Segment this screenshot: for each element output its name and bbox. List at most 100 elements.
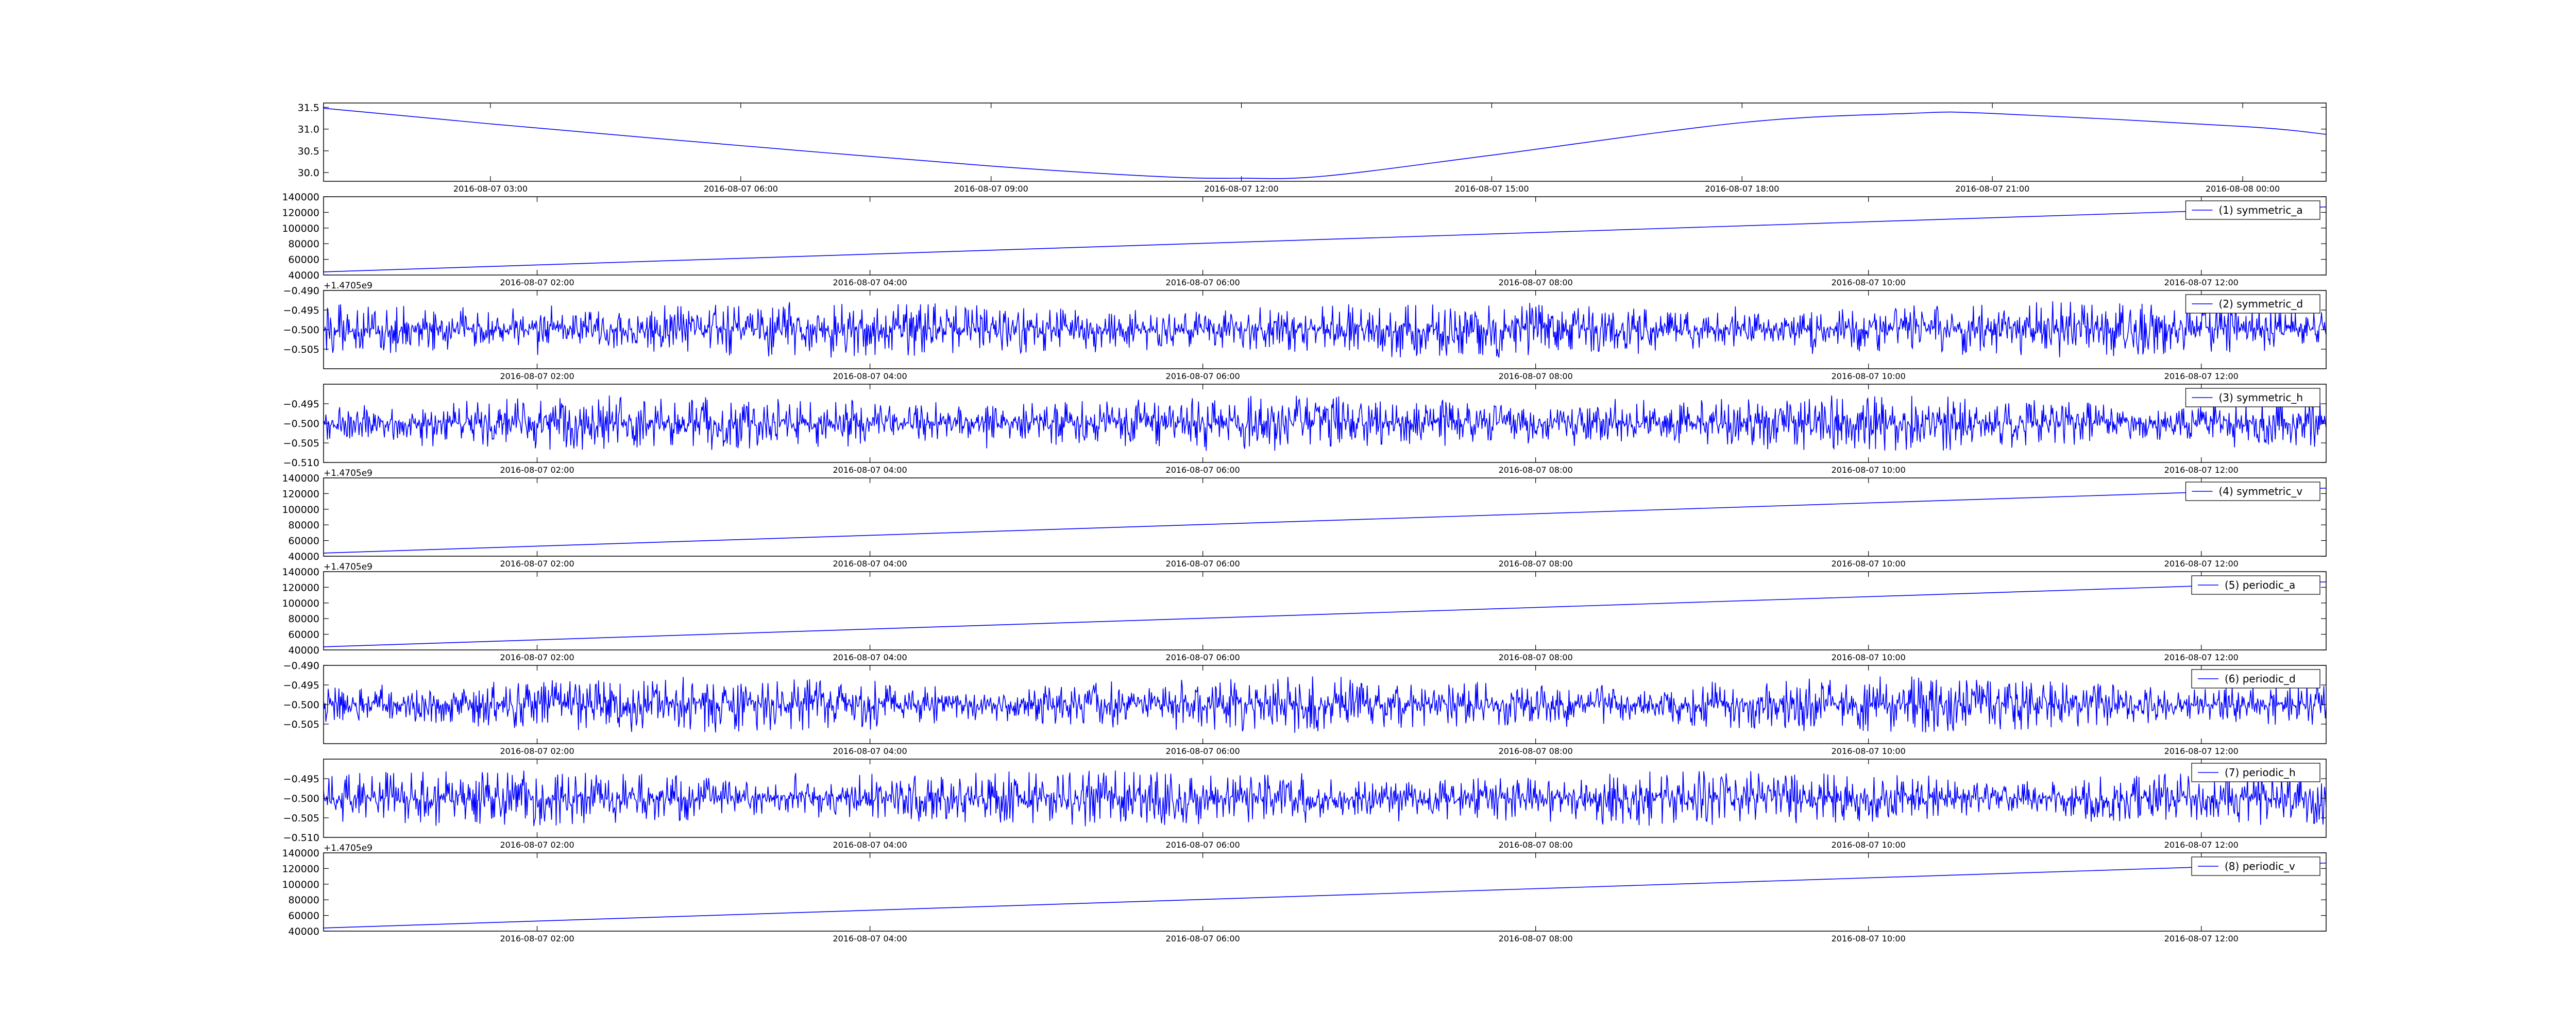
legend-label: (6) periodic_d xyxy=(2225,673,2296,685)
ytick-label: −0.490 xyxy=(283,285,319,297)
xtick-label: 2016-08-07 12:00 xyxy=(2164,746,2239,756)
xtick-label: 2016-08-07 12:00 xyxy=(2164,653,2239,662)
ytick-label: −0.495 xyxy=(283,680,319,691)
ytick-label: −0.500 xyxy=(283,793,319,804)
xtick-label: 2016-08-07 02:00 xyxy=(500,653,574,662)
xtick-label: 2016-08-07 08:00 xyxy=(1499,934,1573,943)
xtick-label: 2016-08-07 10:00 xyxy=(1832,653,1906,662)
legend-label: (2) symmetric_d xyxy=(2219,298,2303,310)
ytick-label: 30.0 xyxy=(298,167,319,179)
ytick-label: 31.0 xyxy=(298,124,319,135)
legend-box xyxy=(2191,575,2320,595)
ytick-label: 60000 xyxy=(289,629,319,641)
subplot-7: −0.510 −0.505 −0.500 −0.495 2016-08-07 02:00… xyxy=(283,759,2327,853)
ytick-label: 100000 xyxy=(282,504,319,516)
xtick-label: 2016-08-07 18:00 xyxy=(1705,184,1779,194)
series-line-5 xyxy=(324,581,2326,647)
xtick-label: 2016-08-07 04:00 xyxy=(833,840,907,850)
xtick-label: 2016-08-07 06:00 xyxy=(1166,934,1240,943)
ytick-label: 40000 xyxy=(289,926,319,937)
xtick-label: 2016-08-07 02:00 xyxy=(500,278,574,287)
legend: (6) periodic_d xyxy=(2191,669,2320,689)
legend-label: (1) symmetric_a xyxy=(2219,204,2303,216)
ytick-label: −0.505 xyxy=(283,719,319,730)
ytick-label: −0.510 xyxy=(283,457,319,469)
xtick-label: 2016-08-07 02:00 xyxy=(500,371,574,381)
xtick-label: 2016-08-07 10:00 xyxy=(1832,465,1906,475)
xtick-label: 2016-08-07 02:00 xyxy=(500,934,574,943)
ytick-label: −0.510 xyxy=(283,832,319,844)
offset-text: +1.4705e9 xyxy=(324,562,372,572)
ytick-label: 80000 xyxy=(289,613,319,625)
xtick-label: 2016-08-07 10:00 xyxy=(1832,559,1906,569)
legend-label: (8) periodic_v xyxy=(2225,860,2295,872)
xtick-label: 2016-08-07 02:00 xyxy=(500,465,574,475)
series-line-2 xyxy=(324,301,2326,358)
xtick-label: 2016-08-07 06:00 xyxy=(704,184,778,194)
subplot-stack: 30.0 30.5 31.0 31.5 2016-08-07 03:00 2016-08-… xyxy=(282,102,2327,943)
ytick-label: 40000 xyxy=(289,551,319,562)
xtick-label: 2016-08-07 12:00 xyxy=(2164,465,2239,475)
ytick-label: 80000 xyxy=(289,895,319,906)
axes-frame-1 xyxy=(323,196,2327,276)
ytick-label: 80000 xyxy=(289,238,319,250)
legend: (3) symmetric_h xyxy=(2185,388,2320,407)
ytick-label: −0.490 xyxy=(283,660,319,672)
xtick-label: 2016-08-07 08:00 xyxy=(1499,465,1573,475)
ytick-label: 31.5 xyxy=(298,102,319,113)
xtick-label: 2016-08-08 00:00 xyxy=(2206,184,2280,194)
xtick-label: 2016-08-07 06:00 xyxy=(1166,465,1240,475)
xtick-label: 2016-08-07 08:00 xyxy=(1499,746,1573,756)
axes-frame-0 xyxy=(323,102,2327,182)
xtick-label: 2016-08-07 02:00 xyxy=(500,840,574,850)
ytick-label: −0.500 xyxy=(283,324,319,336)
axes-frame-5 xyxy=(323,571,2327,650)
ytick-label: −0.505 xyxy=(283,813,319,824)
xtick-label: 2016-08-07 08:00 xyxy=(1499,653,1573,662)
ytick-label: 140000 xyxy=(282,848,319,859)
xtick-label: 2016-08-07 09:00 xyxy=(954,184,1028,194)
xtick-label: 2016-08-07 04:00 xyxy=(833,371,907,381)
xtick-label: 2016-08-07 12:00 xyxy=(1204,184,1278,194)
xtick-label: 2016-08-07 10:00 xyxy=(1832,840,1906,850)
series-line-4 xyxy=(324,487,2326,554)
ytick-label: −0.495 xyxy=(283,399,319,410)
offset-text: +1.4705e9 xyxy=(324,281,372,291)
xtick-label: 2016-08-07 10:00 xyxy=(1832,278,1906,287)
xtick-label: 2016-08-07 02:00 xyxy=(500,559,574,569)
series-line-6 xyxy=(324,676,2326,733)
xtick-label: 2016-08-07 03:00 xyxy=(453,184,528,194)
ytick-label: 40000 xyxy=(289,645,319,656)
ytick-label: 60000 xyxy=(289,911,319,922)
legend-label: (7) periodic_h xyxy=(2225,766,2296,779)
xtick-label: 2016-08-07 08:00 xyxy=(1499,559,1573,569)
xtick-label: 2016-08-07 10:00 xyxy=(1832,371,1906,381)
xtick-label: 2016-08-07 15:00 xyxy=(1454,184,1529,194)
xtick-label: 2016-08-07 12:00 xyxy=(2164,559,2239,569)
series-line-1 xyxy=(324,206,2326,272)
ytick-label: 100000 xyxy=(282,223,319,234)
subplot-2: −0.505 −0.500 −0.495 −0.490 2016-08-07 02:00… xyxy=(283,285,2327,381)
series-line-7 xyxy=(324,770,2326,827)
legend: (5) periodic_a xyxy=(2191,575,2320,595)
xtick-label: 2016-08-07 12:00 xyxy=(2164,934,2239,943)
xtick-label: 2016-08-07 08:00 xyxy=(1499,278,1573,287)
xtick-label: 2016-08-07 04:00 xyxy=(833,278,907,287)
xtick-label: 2016-08-07 04:00 xyxy=(833,653,907,662)
subplot-3: −0.510 −0.505 −0.500 −0.495 2016-08-07 02:00… xyxy=(283,384,2327,478)
ytick-label: 120000 xyxy=(282,207,319,218)
offset-text: +1.4705e9 xyxy=(324,843,372,853)
axes-frame-8 xyxy=(323,852,2327,932)
subplot-1: 40000 60000 80000 100000 120000 140000 2016-08… xyxy=(282,192,2327,291)
legend: (2) symmetric_d xyxy=(2185,294,2320,314)
xtick-label: 2016-08-07 10:00 xyxy=(1832,746,1906,756)
ytick-label: 80000 xyxy=(289,520,319,531)
xtick-label: 2016-08-07 06:00 xyxy=(1166,840,1240,850)
subplot-6: −0.505 −0.500 −0.495 −0.490 2016-08-07 02:00… xyxy=(283,660,2327,756)
series-line-8 xyxy=(324,862,2326,929)
legend: (8) periodic_v xyxy=(2191,856,2320,876)
xtick-label: 2016-08-07 04:00 xyxy=(833,559,907,569)
xtick-label: 2016-08-07 12:00 xyxy=(2164,840,2239,850)
xtick-label: 2016-08-07 06:00 xyxy=(1166,653,1240,662)
